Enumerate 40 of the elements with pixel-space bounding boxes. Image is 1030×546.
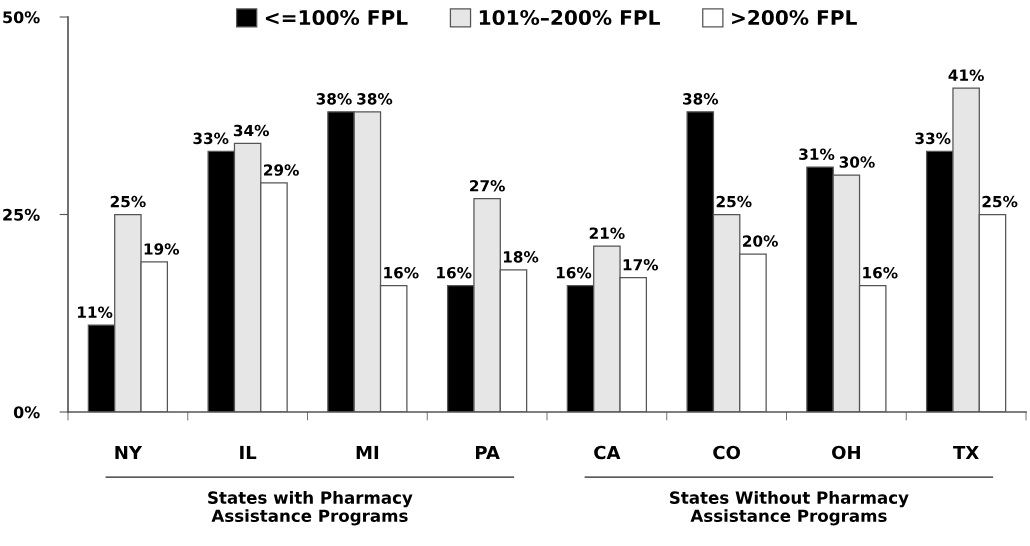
data-label: 16% [863,266,898,279]
data-label: 25% [716,195,752,208]
y-tick-label: 25% [3,208,40,221]
data-label: 38% [683,93,719,105]
data-label: 38% [316,93,352,105]
legend-label: <=100% FPL [265,9,408,26]
x-tick-label: CA [594,445,621,460]
data-label: 20% [743,235,778,247]
legend-label: >200% FPL [732,9,857,26]
text: States with Pharmacy Assistance Programs [208,491,413,526]
data-label: 18% [503,251,539,263]
legend-label: 101%–200% FPL [479,9,660,26]
x-tick-label: OH [832,445,860,460]
data-label: 41% [948,69,984,81]
data-label: 33% [193,132,229,145]
data-label: 17% [623,259,659,271]
data-label: 25% [110,195,146,208]
data-label: 38% [357,93,393,105]
data-label: 19% [144,243,180,255]
data-label: 34% [233,124,269,137]
data-label: 16% [384,266,419,279]
data-label: 11% [78,306,113,318]
x-tick-label: TX [953,445,979,460]
data-label: 33% [915,132,951,145]
data-label: 30% [839,156,875,168]
data-label: 27% [470,180,505,192]
x-tick-label: NY [115,445,143,460]
data-label: 29% [264,164,299,176]
x-tick-label: IL [240,445,257,460]
y-tick-label: 50% [3,11,40,24]
x-tick-label: MI [356,445,379,460]
text: States Without Pharmacy Assistance Programs [670,491,909,526]
data-label: 21% [589,227,625,239]
x-tick-label: PA [476,445,500,460]
data-label: 16% [437,266,472,279]
data-label: 25% [982,195,1018,208]
x-tick-label: CO [713,445,741,460]
data-label: 31% [799,148,835,160]
y-tick-label: 0% [13,406,40,419]
data-label: 16% [556,266,592,279]
